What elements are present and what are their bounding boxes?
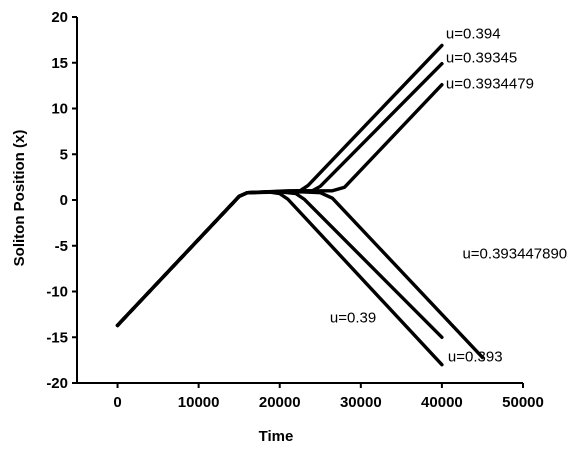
series-line — [115, 190, 485, 360]
series-label: u=0.39345 — [446, 50, 517, 67]
y-axis-title: Soliton Position (x) — [11, 130, 28, 267]
y-tick-label: 0 — [60, 192, 68, 209]
y-tick-label: 20 — [51, 9, 68, 26]
x-tick-label: 10000 — [178, 394, 220, 411]
series-line — [115, 190, 444, 367]
x-axis-title: Time — [259, 428, 294, 445]
y-tick-label: -10 — [46, 284, 68, 301]
y-tick-label: 10 — [51, 101, 68, 118]
series-label: u=0.3934479 — [446, 76, 534, 93]
x-tick-label: 50000 — [502, 394, 544, 411]
x-tick-label: 40000 — [421, 394, 463, 411]
y-tick-label: 15 — [51, 55, 68, 72]
series-line — [115, 43, 444, 328]
series-label: u=0.393 — [448, 348, 503, 365]
x-tick-label: 20000 — [259, 394, 301, 411]
series-group — [115, 43, 485, 367]
x-tick-label: 0 — [113, 394, 121, 411]
x-tick-label: 30000 — [340, 394, 382, 411]
y-tick-label: -15 — [46, 329, 68, 346]
series-labels: u=0.394 u=0.39345 u=0.3934479 u=0.393447890… — [330, 25, 568, 365]
y-tick-label: -20 — [46, 375, 68, 392]
series-label: u=0.394 — [446, 25, 501, 42]
y-tick-label: 5 — [60, 146, 68, 163]
series-label: u=0.39 — [330, 310, 376, 327]
y-tick-label: -5 — [55, 238, 68, 255]
series-label: u=0.3934478905 — [462, 245, 568, 262]
axes: 20 15 10 5 0 -5 -10 -15 -20 0 10000 20000 30000 40000… — [46, 9, 544, 411]
